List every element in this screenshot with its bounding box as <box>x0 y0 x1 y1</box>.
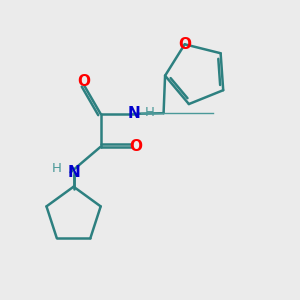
Text: O: O <box>130 139 142 154</box>
Text: O: O <box>178 37 191 52</box>
Text: N: N <box>67 165 80 180</box>
Text: H: H <box>145 106 155 119</box>
Text: H: H <box>52 162 62 175</box>
Text: N: N <box>128 106 141 121</box>
Text: O: O <box>78 74 91 89</box>
